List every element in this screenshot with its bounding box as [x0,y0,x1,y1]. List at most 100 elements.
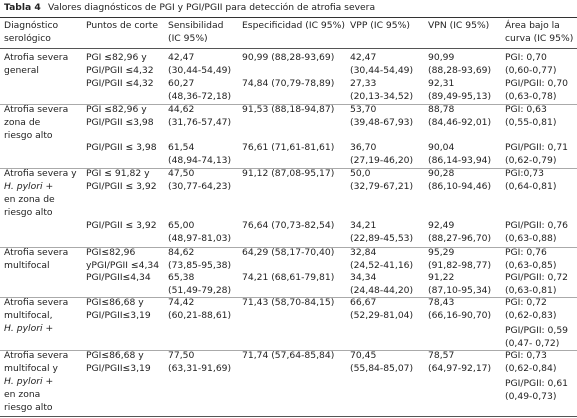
table-cell: (0,63-0,78) [505,91,557,102]
table-cell: (0,49-0,73) [505,391,557,402]
table-cell: PGI:0,73 [505,168,544,179]
table-cell: (0,62-0,83) [505,310,557,321]
table-cell: PGI ≤82,96 y [86,52,147,63]
table-cell: 76,64 (70,73-82,54) [242,220,335,231]
table-cell: PGI: 0,63 [505,104,547,115]
group-rule [0,350,577,351]
table-cell: (0,60-0,77) [505,65,557,76]
table-cell: (66,16-90,70) [428,310,492,321]
table-cell: (73,85-95,38) [168,260,232,271]
table-cell: 65,00 [168,220,195,231]
table-cell: 53,70 [350,104,377,115]
table-cell: PGI≤86,68 y [86,297,144,308]
header-rule [0,48,577,49]
table-cell: (88,27-96,70) [428,233,492,244]
table-cell: (0,63-0,85) [505,260,557,271]
table-cell: 78,57 [428,350,455,361]
group-label: general [4,65,39,76]
top-rule [0,17,577,18]
column-header: Especificidad (IC 95%) [242,20,345,31]
table-cell: PGI/PGII≤4,34 [86,272,151,283]
group-label: riesgo alto [4,130,53,141]
table-cell: (24,48-44,20) [350,285,414,296]
table-cell: (87,10-95,34) [428,285,492,296]
group-label: H. pylori + [4,376,54,387]
table-cell: 74,84 (70,79-78,89) [242,78,335,89]
table-cell: 27,33 [350,78,377,89]
table-cell: PGI≤82,96 [86,247,136,258]
group-label: multifocal [4,260,50,271]
table-cell: PGI: 0,70 [505,52,547,63]
group-label: Atrofia severa [4,104,69,115]
table-cell: (89,49-95,13) [428,91,492,102]
table-cell: (0,62-0,84) [505,363,557,374]
group-label: zona de [4,117,41,128]
table-cell: (86,14-93,94) [428,155,492,166]
table-cell: (55,84-85,07) [350,363,414,374]
group-rule [0,297,577,298]
table-cell: 90,99 (88,28-93,69) [242,52,335,63]
table-cell: (24,52-41,16) [350,260,414,271]
table-number: Tabla 4 [4,2,41,13]
table-cell: 90,28 [428,168,455,179]
table-cell: 34,34 [350,272,377,283]
table-cell: (91,82-98,77) [428,260,492,271]
table-cell: (0,47- 0,72) [505,338,560,349]
table-cell: PGI/PGII ≤ 3,98 [86,142,157,153]
column-header: (IC 95%) [168,33,208,44]
group-label: Atrofia severa [4,247,69,258]
group-label: riesgo alto [4,207,53,218]
group-label: Atrofia severa [4,297,69,308]
table-cell: 44,62 [168,104,195,115]
table-cell: (60,21-88,61) [168,310,232,321]
table-cell: (88,28-93,69) [428,65,492,76]
table-cell: PGI/PGII ≤3,98 [86,117,154,128]
column-header: VPP (IC 95%) [350,20,410,31]
table-cell: (30,77-64,23) [168,181,232,192]
group-label: riesgo alto [4,402,53,413]
table-cell: 32,84 [350,247,377,258]
column-header: VPN (IC 95%) [428,20,490,31]
column-header: curva (IC 95%) [505,33,574,44]
title-bar: Tabla 4 Valores diagnósticos de PGI y PG… [0,0,577,16]
table-cell: 61,54 [168,142,195,153]
table-cell: 60,27 [168,78,195,89]
table-cell: PGI ≤82,96 y [86,104,147,115]
table-cell: (52,29-81,04) [350,310,414,321]
table-cell: (86,10-94,46) [428,181,492,192]
table-cell: PGI/PGII: 0,61 [505,378,569,389]
table-cell: 88,78 [428,104,455,115]
table-cell: 78,43 [428,297,455,308]
table-cell: (32,79-67,21) [350,181,414,192]
table-cell: yPGI/PGII ≤4,34 [86,260,160,271]
table-cell: 36,70 [350,142,377,153]
group-label: en zona de [4,194,55,205]
table-cell: 71,74 (57,64-85,84) [242,350,335,361]
table-cell: 91,22 [428,272,455,283]
table-cell: PGI/PGII: 0,76 [505,220,569,231]
group-label: Atrofia severa [4,350,69,361]
table-cell: 74,21 (68,61-79,81) [242,272,335,283]
table-cell: PGI≤86,68 y [86,350,144,361]
table-cell: PGI/PGII: 0,59 [505,325,569,336]
table-cell: (51,49-79,28) [168,285,232,296]
table-cell: 90,04 [428,142,455,153]
table-cell: (0,63-0,88) [505,233,557,244]
group-label: en zona [4,389,41,400]
group-label: Atrofia severa y [4,168,77,179]
table-cell: 95,29 [428,247,455,258]
table-cell: 90,99 [428,52,455,63]
table-cell: (30,44-54,49) [168,65,232,76]
bottom-rule [0,416,577,417]
column-header: Puntos de corte [86,20,159,31]
table-cell: 77,50 [168,350,195,361]
table-cell: PGI: 0,72 [505,297,547,308]
group-label: H. pylori + [4,181,54,192]
table-cell: (63,31-91,69) [168,363,232,374]
group-label: Atrofia severa [4,52,69,63]
table-cell: (31,76-57,47) [168,117,232,128]
table-cell: 76,61 (71,61-81,61) [242,142,335,153]
table-cell: PGI: 0,76 [505,247,547,258]
table-cell: PGI: 0,73 [505,350,547,361]
table-cell: (0,62-0,79) [505,155,557,166]
